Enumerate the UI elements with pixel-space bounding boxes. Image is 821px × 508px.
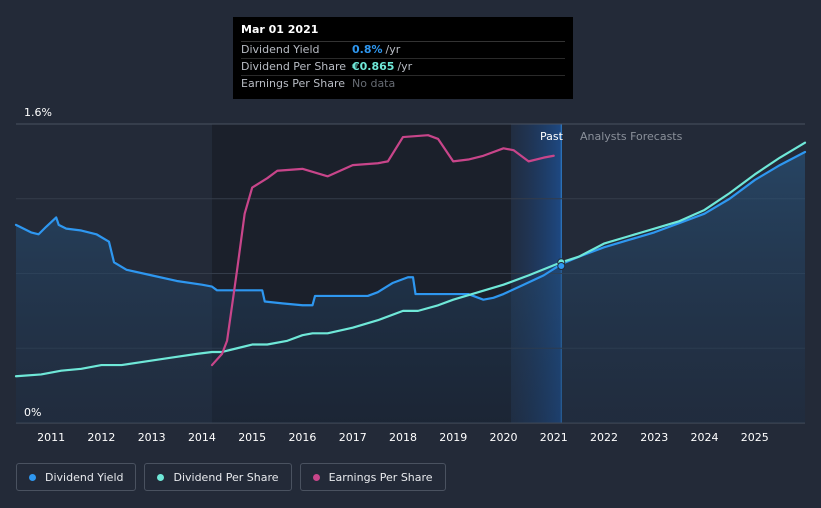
tooltip-date: Mar 01 2021 (241, 23, 565, 42)
legend-label: Dividend Yield (45, 470, 124, 484)
earnings-per-share-line (210, 134, 555, 367)
tooltip: Mar 01 2021 Dividend Yield 0.8% /yr Divi… (233, 17, 573, 99)
x-tick-label: 2014 (188, 431, 216, 444)
legend: Dividend Yield Dividend Per Share Earnin… (16, 463, 446, 491)
x-tick-label: 2021 (540, 431, 568, 444)
tooltip-label: Earnings Per Share (241, 77, 346, 90)
legend-item-earnings-per-share[interactable]: Earnings Per Share (299, 463, 446, 491)
tooltip-value: No data (352, 77, 396, 90)
dividend-per-share-line (14, 141, 807, 378)
x-tick-label: 2024 (690, 431, 718, 444)
legend-label: Dividend Per Share (173, 470, 279, 484)
series-layer (14, 134, 807, 378)
dividend-yield-area (16, 152, 805, 423)
x-tick-label: 2011 (37, 431, 65, 444)
tooltip-unit: /yr (397, 60, 413, 73)
x-tick-label: 2012 (87, 431, 115, 444)
legend-item-dividend-yield[interactable]: Dividend Yield (16, 463, 137, 491)
dividend-yield-marker (557, 262, 566, 271)
tooltip-label: Dividend Yield (241, 43, 320, 56)
tooltip-value: 0.8% (352, 43, 383, 56)
earnings-per-share-dot-icon (312, 473, 320, 481)
tooltip-row-earnings-per-share: Earnings Per Share No data (241, 76, 565, 92)
x-tick-label: 2022 (590, 431, 618, 444)
x-tick-label: 2017 (339, 431, 367, 444)
x-tick-label: 2025 (741, 431, 769, 444)
legend-item-dividend-per-share[interactable]: Dividend Per Share (144, 463, 292, 491)
x-tick-label: 2016 (288, 431, 316, 444)
x-tick-label: 2020 (489, 431, 517, 444)
tooltip-row-dividend-yield: Dividend Yield 0.8% /yr (241, 42, 565, 59)
tooltip-label: Dividend Per Share (241, 60, 347, 73)
x-axis: 2011 2012 2013 2014 2015 2016 2017 2018 2019 2020… (37, 431, 769, 444)
x-tick-label: 2019 (439, 431, 467, 444)
past-label: Past (540, 130, 564, 143)
legend-label: Earnings Per Share (328, 470, 433, 484)
y-tick-top: 1.6% (24, 106, 52, 119)
tooltip-value: €0.865 (352, 60, 395, 73)
marker-layer (557, 258, 566, 271)
tooltip-row-dividend-per-share: Dividend Per Share €0.865 /yr (241, 59, 565, 76)
y-tick-bottom: 0% (24, 406, 41, 419)
dividend-per-share-dot-icon (157, 473, 165, 481)
x-tick-label: 2018 (389, 431, 417, 444)
x-tick-label: 2023 (640, 431, 668, 444)
dividend-yield-line (14, 150, 807, 307)
chart-area: 2011 2012 2013 2014 2015 2016 2017 2018 2019 2020… (14, 106, 807, 444)
dividend-yield-dot-icon (29, 473, 36, 481)
tooltip-unit: /yr (385, 43, 401, 56)
x-tick-label: 2013 (138, 431, 166, 444)
analysts-forecasts-label: Analysts Forecasts (580, 130, 683, 143)
x-tick-label: 2015 (238, 431, 266, 444)
